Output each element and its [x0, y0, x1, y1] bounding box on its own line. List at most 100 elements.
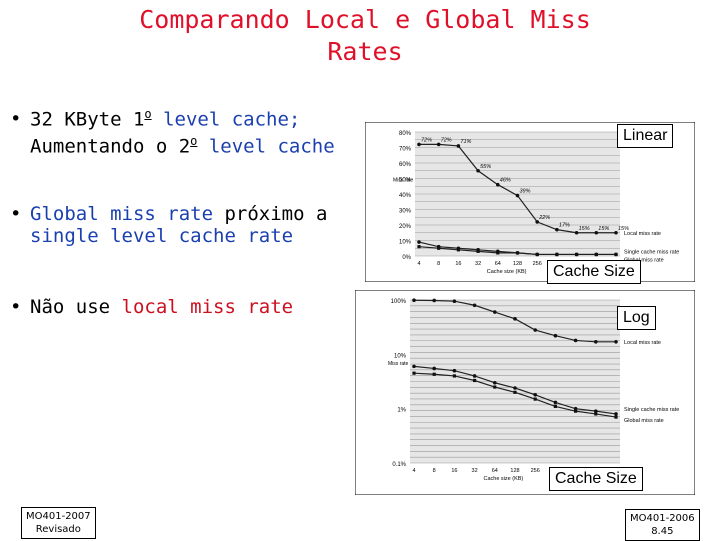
- series-point: [594, 252, 598, 257]
- cache-size-label-log: Cache Size: [549, 467, 643, 491]
- x-tick-label: 8: [433, 468, 436, 474]
- series-point: [452, 368, 457, 373]
- series-point: [472, 303, 477, 308]
- linear-label: Linear: [617, 124, 674, 148]
- x-tick-label: 64: [495, 261, 501, 267]
- series-point: [417, 142, 421, 147]
- bullet-3-highlight: local miss rate: [121, 296, 294, 318]
- series-point: [614, 252, 618, 257]
- bullet-1-highlight: level cache;: [151, 108, 301, 131]
- slide-title: Comparando Local e Global Miss Rates: [139, 5, 591, 66]
- data-label: 15%: [618, 226, 629, 232]
- y-tick-label: 100%: [391, 299, 407, 305]
- series-point: [412, 298, 416, 303]
- data-label: 72%: [421, 137, 432, 143]
- series-point: [515, 251, 520, 255]
- series-point: [496, 182, 500, 187]
- footer-right-box: MO401-2006 8.45: [625, 509, 700, 541]
- cache-size-label-linear: Cache Size: [547, 260, 641, 284]
- footer-left-note: Revisado: [35, 524, 81, 535]
- series-point: [436, 142, 441, 147]
- series-point: [493, 385, 497, 389]
- series-label: Local miss rate: [624, 340, 661, 346]
- data-label: 17%: [559, 223, 570, 229]
- series-label: Single cache miss rate: [624, 249, 679, 255]
- bullet-1-text: 32 KByte 1: [30, 108, 145, 131]
- series-point: [555, 227, 559, 232]
- x-tick-label: 8: [437, 261, 440, 267]
- series-point: [432, 366, 436, 371]
- series-point: [513, 390, 517, 394]
- x-tick-label: 4: [412, 468, 415, 474]
- x-tick-label: 16: [451, 468, 457, 474]
- bullet-2-highlight: Global miss rate: [30, 203, 214, 225]
- bullet-dot: •: [10, 296, 22, 318]
- log-label: Log: [617, 306, 656, 330]
- x-tick-label: 32: [472, 468, 478, 474]
- data-label: 55%: [480, 164, 491, 170]
- y-axis-label: Miss rate: [393, 178, 414, 184]
- series-point: [573, 338, 578, 343]
- ordinal-mark: o: [190, 134, 198, 149]
- bullet-3-text: Não use: [30, 296, 122, 318]
- series-point: [513, 386, 517, 390]
- y-tick-label: 80%: [399, 131, 412, 137]
- series-point: [452, 299, 457, 304]
- footer-left-course: MO401-2007: [26, 511, 91, 522]
- series-point: [493, 310, 497, 314]
- series-point: [594, 230, 599, 235]
- y-tick-label: 0%: [402, 255, 411, 261]
- y-tick-label: 1%: [397, 408, 406, 414]
- data-label: 72%: [441, 137, 452, 143]
- bullet-2-line2: single level cache rate: [30, 225, 294, 247]
- y-tick-label: 10%: [399, 240, 412, 246]
- y-tick-label: 0.1%: [392, 462, 406, 468]
- bullet-dot: •: [10, 108, 22, 131]
- series-point: [412, 371, 416, 375]
- series-point: [472, 374, 477, 378]
- bullet-1-line2: Aumentando o 2: [30, 135, 191, 158]
- series-point: [575, 252, 579, 257]
- series-point: [614, 412, 618, 416]
- series-point: [432, 298, 436, 303]
- series-point: [535, 252, 539, 257]
- x-tick-label: 128: [510, 468, 519, 474]
- data-label: 15%: [579, 226, 590, 232]
- bullet-1-line2-highlight: level cache: [197, 135, 335, 158]
- series-point: [533, 328, 537, 332]
- data-label: 15%: [598, 226, 609, 232]
- ordinal-mark: o: [144, 107, 152, 121]
- series-point: [614, 340, 618, 344]
- series-point: [476, 249, 480, 253]
- series-point: [515, 193, 520, 198]
- series-point: [417, 240, 421, 244]
- footer-right-course: MO401-2006: [630, 513, 695, 524]
- y-tick-label: 70%: [399, 147, 412, 153]
- y-axis-label: Miss rate: [388, 361, 409, 367]
- bullet-dot: •: [10, 203, 22, 225]
- data-label: 22%: [538, 215, 550, 221]
- series-point: [574, 409, 578, 413]
- y-tick-label: 30%: [399, 209, 412, 215]
- series-point: [496, 251, 500, 255]
- x-axis-label: Cache size (KB): [484, 476, 524, 482]
- footer-right-page: 8.45: [651, 526, 674, 537]
- series-point: [594, 409, 598, 413]
- series-label: Local miss rate: [624, 231, 661, 237]
- series-point: [476, 168, 480, 173]
- series-label: Single cache miss rate: [624, 407, 679, 413]
- series-label: Global miss rate: [624, 257, 664, 263]
- series-point: [553, 333, 558, 338]
- series-point: [555, 252, 559, 257]
- series-point: [553, 400, 558, 405]
- series-point: [473, 378, 477, 383]
- x-tick-label: 256: [531, 468, 540, 474]
- x-tick-label: 256: [533, 261, 542, 267]
- series-point: [456, 248, 460, 252]
- series-point: [594, 340, 598, 344]
- y-tick-label: 60%: [399, 162, 412, 168]
- bullet-1: • 32 KByte 1o level cache; Aumentando o 2…: [10, 103, 335, 158]
- series-point: [553, 404, 557, 409]
- x-tick-label: 128: [513, 261, 522, 267]
- x-tick-label: 32: [475, 261, 481, 267]
